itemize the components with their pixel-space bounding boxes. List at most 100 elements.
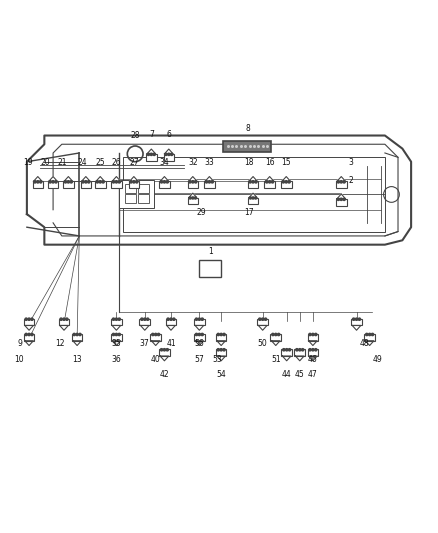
- Circle shape: [249, 181, 251, 183]
- Circle shape: [113, 181, 115, 183]
- Polygon shape: [308, 356, 317, 361]
- Text: 47: 47: [308, 370, 318, 379]
- Polygon shape: [308, 341, 317, 345]
- Polygon shape: [33, 176, 42, 181]
- Polygon shape: [352, 326, 361, 330]
- Bar: [63, 181, 74, 188]
- Circle shape: [205, 181, 208, 183]
- Bar: [138, 195, 149, 203]
- Circle shape: [118, 181, 120, 183]
- Polygon shape: [265, 176, 274, 181]
- Circle shape: [217, 349, 219, 351]
- Circle shape: [163, 181, 166, 183]
- Polygon shape: [147, 149, 155, 154]
- Text: 57: 57: [194, 354, 204, 364]
- Circle shape: [136, 181, 138, 183]
- Circle shape: [358, 318, 360, 320]
- Polygon shape: [283, 356, 291, 361]
- Bar: [138, 184, 149, 193]
- Text: 10: 10: [14, 354, 24, 364]
- Circle shape: [208, 181, 211, 183]
- Bar: [194, 319, 205, 326]
- Bar: [258, 319, 268, 326]
- Bar: [199, 260, 221, 277]
- Circle shape: [285, 181, 287, 183]
- Circle shape: [170, 153, 173, 156]
- Text: 53: 53: [213, 354, 223, 364]
- Text: 33: 33: [205, 158, 214, 167]
- Circle shape: [282, 181, 285, 183]
- Circle shape: [301, 349, 304, 351]
- Bar: [146, 154, 157, 160]
- Circle shape: [309, 349, 311, 351]
- Circle shape: [189, 197, 191, 199]
- Bar: [150, 334, 161, 341]
- Circle shape: [343, 198, 345, 200]
- Circle shape: [312, 333, 314, 336]
- Circle shape: [309, 333, 311, 336]
- Bar: [281, 181, 292, 188]
- Circle shape: [157, 333, 160, 336]
- Circle shape: [113, 333, 115, 336]
- Circle shape: [283, 349, 285, 351]
- Bar: [72, 334, 82, 341]
- Polygon shape: [96, 176, 105, 181]
- Circle shape: [192, 181, 194, 183]
- Polygon shape: [60, 326, 68, 330]
- Circle shape: [217, 333, 219, 336]
- Bar: [111, 181, 122, 188]
- Polygon shape: [141, 326, 149, 330]
- Polygon shape: [130, 176, 138, 181]
- Polygon shape: [337, 176, 346, 181]
- Circle shape: [223, 349, 225, 351]
- Polygon shape: [27, 135, 411, 245]
- Circle shape: [79, 333, 81, 336]
- Circle shape: [278, 333, 280, 336]
- Circle shape: [255, 181, 257, 183]
- Circle shape: [288, 349, 291, 351]
- Bar: [188, 198, 198, 204]
- Polygon shape: [195, 326, 204, 330]
- Circle shape: [265, 181, 268, 183]
- Bar: [265, 181, 275, 188]
- Circle shape: [261, 318, 264, 320]
- Circle shape: [265, 318, 267, 320]
- Circle shape: [82, 181, 84, 183]
- Circle shape: [150, 153, 152, 156]
- Text: 50: 50: [258, 340, 268, 349]
- Circle shape: [66, 318, 68, 320]
- Circle shape: [252, 181, 254, 183]
- Bar: [32, 181, 43, 188]
- Circle shape: [288, 181, 290, 183]
- Circle shape: [88, 181, 90, 183]
- Text: 6: 6: [166, 130, 171, 139]
- Polygon shape: [81, 176, 90, 181]
- Bar: [111, 319, 122, 326]
- Polygon shape: [365, 341, 374, 345]
- Circle shape: [340, 198, 343, 200]
- Bar: [248, 198, 258, 204]
- Circle shape: [141, 318, 143, 320]
- Polygon shape: [166, 326, 175, 330]
- Circle shape: [272, 181, 274, 183]
- Text: 32: 32: [188, 158, 198, 167]
- Circle shape: [201, 318, 203, 320]
- Bar: [111, 334, 122, 341]
- Text: 24: 24: [78, 158, 87, 167]
- Text: 41: 41: [166, 340, 176, 349]
- Bar: [294, 349, 305, 356]
- Circle shape: [223, 333, 225, 336]
- Circle shape: [115, 333, 117, 336]
- Bar: [248, 181, 258, 188]
- Circle shape: [31, 333, 33, 336]
- Circle shape: [312, 349, 314, 351]
- Circle shape: [220, 349, 223, 351]
- Polygon shape: [205, 176, 214, 181]
- Circle shape: [153, 153, 155, 156]
- Circle shape: [118, 333, 120, 336]
- Polygon shape: [217, 356, 226, 361]
- Circle shape: [258, 318, 261, 320]
- Circle shape: [337, 181, 339, 183]
- Circle shape: [195, 318, 198, 320]
- Polygon shape: [160, 176, 169, 181]
